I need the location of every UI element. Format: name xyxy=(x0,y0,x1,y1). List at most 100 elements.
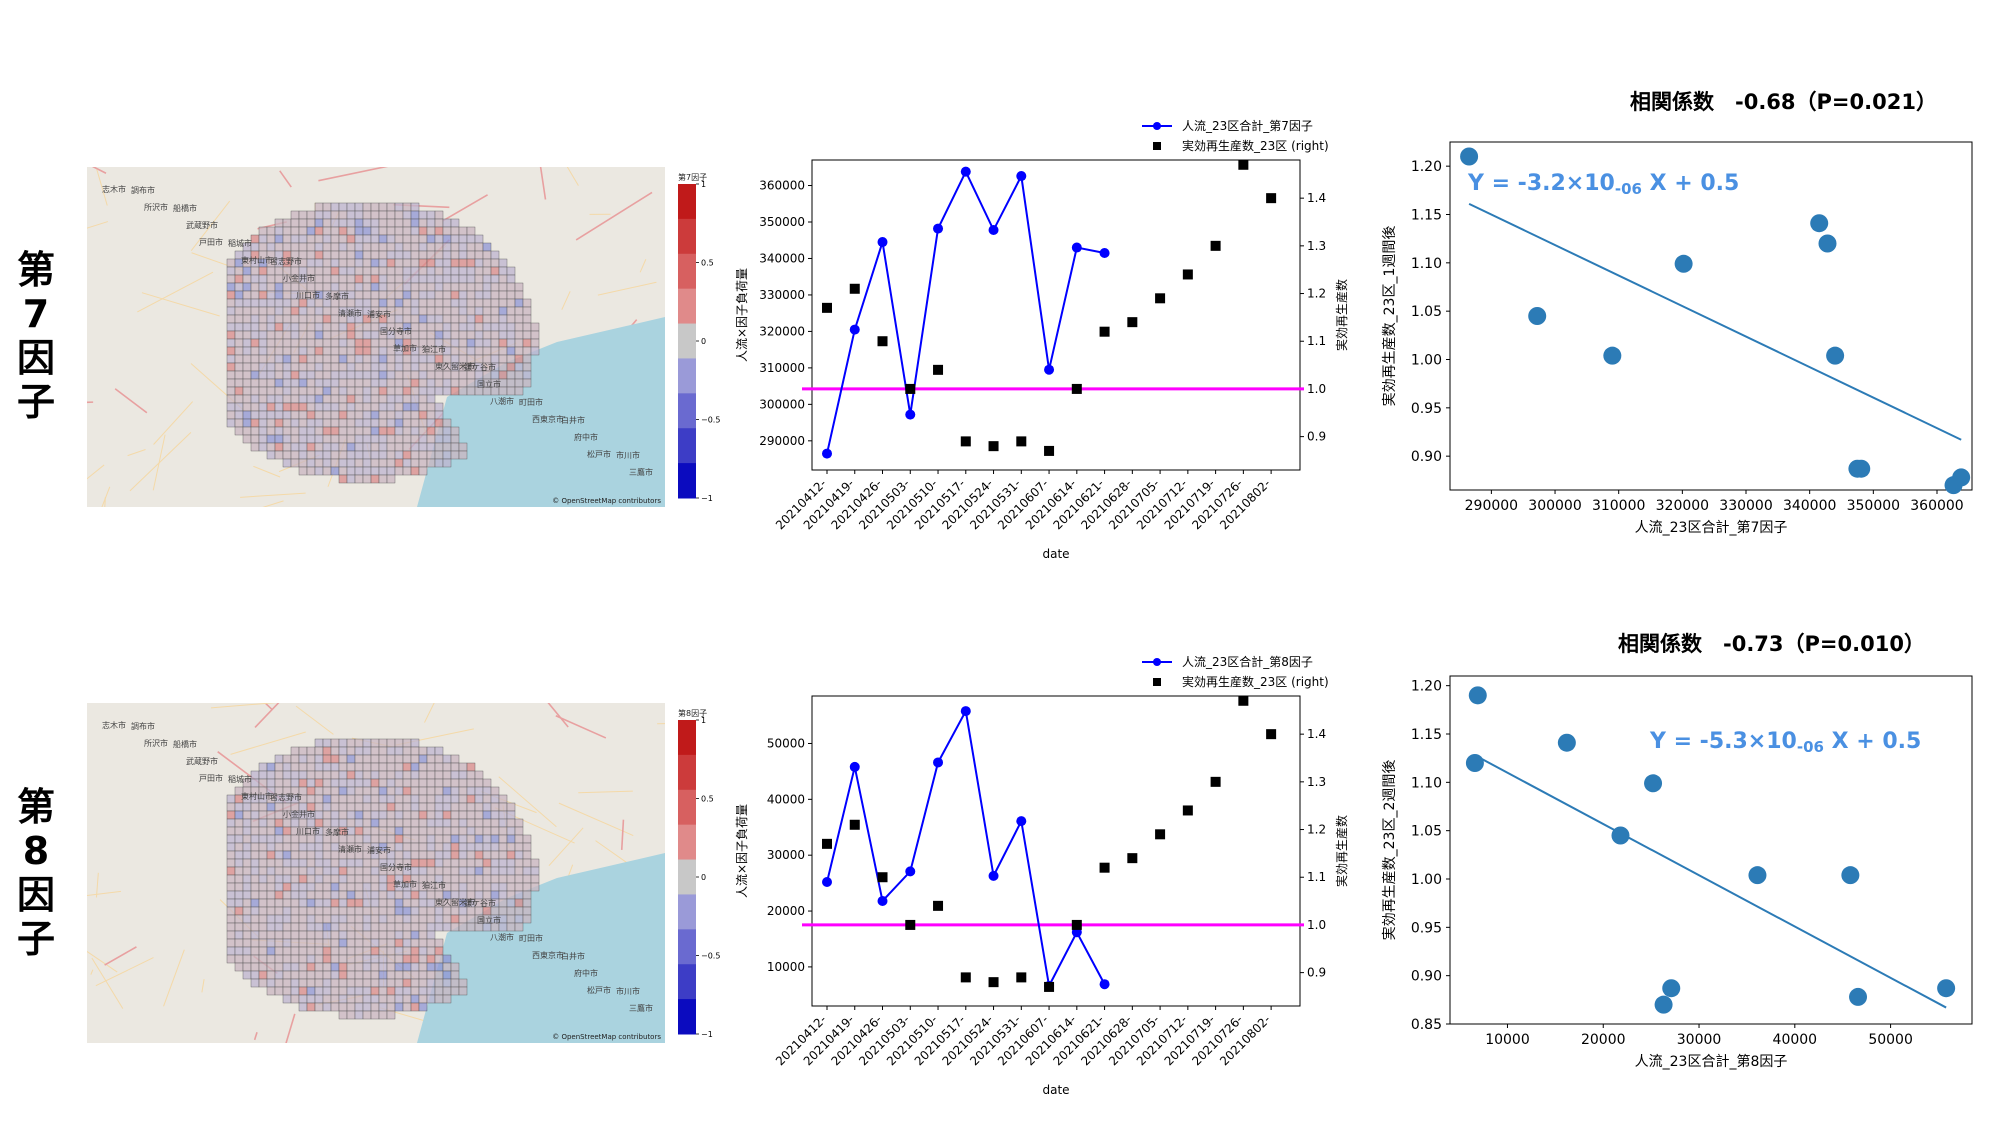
grid-cell xyxy=(362,362,372,372)
grid-cell xyxy=(346,818,356,828)
grid-cell xyxy=(338,914,348,924)
grid-cell xyxy=(354,410,364,420)
grid-cell xyxy=(306,898,316,908)
y-tick-label: 1.05 xyxy=(1411,304,1442,320)
grid-cell xyxy=(426,786,436,796)
series-point xyxy=(877,895,888,906)
grid-cell xyxy=(250,394,260,404)
grid-cell xyxy=(250,362,260,372)
place-name: 草加市 xyxy=(393,879,417,889)
grid-cell xyxy=(290,890,300,900)
y-right-tick-label: 1.4 xyxy=(1307,191,1326,205)
rt-square-point xyxy=(1044,981,1055,992)
grid-cell xyxy=(442,322,452,332)
grid-cell xyxy=(346,426,356,436)
grid-cell xyxy=(322,394,332,404)
grid-cell xyxy=(330,266,340,276)
map-road xyxy=(539,167,547,200)
grid-cell xyxy=(346,762,356,772)
grid-cell xyxy=(266,978,276,988)
grid-cell xyxy=(450,378,460,388)
grid-cell xyxy=(370,818,380,828)
grid-cell xyxy=(290,882,300,892)
grid-cell xyxy=(274,402,284,412)
grid-cell xyxy=(354,426,364,436)
grid-cell xyxy=(226,346,236,356)
grid-cell xyxy=(402,754,412,764)
grid-cell xyxy=(402,890,412,900)
grid-cell xyxy=(410,946,420,956)
grid-cell xyxy=(234,898,244,908)
grid-cell xyxy=(474,842,484,852)
grid-cell xyxy=(434,802,444,812)
grid-cell xyxy=(234,810,244,820)
grid-cell xyxy=(290,322,300,332)
grid-cell xyxy=(370,474,380,484)
grid-cell xyxy=(418,394,428,404)
grid-cell xyxy=(290,402,300,412)
grid-cell xyxy=(282,970,292,980)
grid-cell xyxy=(426,994,436,1004)
grid-cell xyxy=(306,762,316,772)
grid-cell xyxy=(426,410,436,420)
grid-cell xyxy=(330,970,340,980)
grid-cell xyxy=(298,402,308,412)
grid-cell xyxy=(418,250,428,260)
grid-cell xyxy=(506,834,516,844)
grid-cell xyxy=(362,922,372,932)
grid-cell xyxy=(442,250,452,260)
map-road xyxy=(141,292,220,317)
colorbar-segment xyxy=(678,789,696,826)
colorbar-segment xyxy=(678,894,696,930)
y-right-tick-label: 1.0 xyxy=(1307,918,1326,932)
rt-square-point xyxy=(877,872,888,883)
grid-cell xyxy=(330,1002,340,1012)
grid-cell xyxy=(298,218,308,228)
grid-cell xyxy=(314,330,324,340)
grid-cell xyxy=(426,978,436,988)
grid-cell xyxy=(354,298,364,308)
grid-cell xyxy=(394,410,404,420)
map-road xyxy=(558,802,634,837)
grid-cell xyxy=(522,898,532,908)
grid-cell xyxy=(306,378,316,388)
grid-cell xyxy=(298,978,308,988)
grid-cell xyxy=(274,274,284,284)
grid-cell xyxy=(290,818,300,828)
grid-cell xyxy=(234,362,244,372)
place-name: 府中市 xyxy=(574,968,598,978)
grid-cell xyxy=(330,362,340,372)
grid-cell xyxy=(338,330,348,340)
grid-cell xyxy=(258,322,268,332)
rt-square-point xyxy=(849,283,860,294)
grid-cell xyxy=(386,218,396,228)
grid-cell xyxy=(466,922,476,932)
grid-cell xyxy=(362,962,372,972)
grid-cell xyxy=(506,866,516,876)
grid-cell xyxy=(250,778,260,788)
grid-cell xyxy=(226,290,236,300)
grid-cell xyxy=(490,890,500,900)
grid-cell xyxy=(450,442,460,452)
grid-cell xyxy=(290,978,300,988)
grid-cell xyxy=(330,338,340,348)
grid-cell xyxy=(306,994,316,1004)
grid-cell xyxy=(330,458,340,468)
grid-cell xyxy=(242,962,252,972)
grid-cell xyxy=(386,994,396,1004)
grid-cell xyxy=(442,330,452,340)
grid-cell xyxy=(434,946,444,956)
grid-cell xyxy=(498,826,508,836)
grid-cell xyxy=(258,410,268,420)
grid-cell xyxy=(418,962,428,972)
grid-cell xyxy=(314,954,324,964)
grid-cell xyxy=(346,242,356,252)
grid-cell xyxy=(386,818,396,828)
map-road xyxy=(262,500,284,507)
grid-cell xyxy=(418,770,428,780)
grid-cell xyxy=(482,306,492,316)
grid-cell xyxy=(362,274,372,284)
grid-cell xyxy=(362,770,372,780)
scatter-point xyxy=(1468,686,1487,705)
